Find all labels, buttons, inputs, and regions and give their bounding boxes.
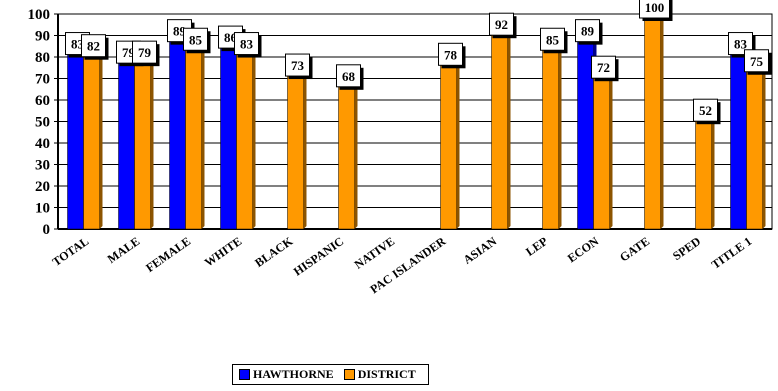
y-tick-label: 40 <box>35 136 50 152</box>
legend-label-hawthorne: HAWTHORNE <box>253 367 334 381</box>
data-label-box <box>336 64 361 88</box>
data-label: 92 <box>495 17 508 32</box>
bar-hawthorne-title-1 <box>730 50 747 230</box>
data-label-box <box>285 53 310 77</box>
x-category-label: NATIVE <box>352 234 398 272</box>
x-category-label: FEMALE <box>143 234 193 275</box>
bar-side <box>201 43 205 229</box>
y-tick-label: 0 <box>43 222 51 238</box>
bar-district-title-1 <box>746 67 763 230</box>
bar-side <box>354 79 358 229</box>
x-category-label: LEP <box>523 234 550 259</box>
bar-side <box>507 28 511 230</box>
y-tick-label: 90 <box>35 29 50 45</box>
data-label: 85 <box>189 32 203 47</box>
x-category-label: TITLE 1 <box>709 234 754 272</box>
gridlines <box>58 13 772 230</box>
bar-district-lep <box>542 46 559 230</box>
y-tick-label: 100 <box>28 7 51 23</box>
y-tick-label: 70 <box>35 72 50 88</box>
legend-swatch-district <box>343 369 355 380</box>
data-label: 72 <box>597 60 610 75</box>
legend-item-district: DISTRICT <box>343 367 416 382</box>
y-tick-label: 50 <box>35 115 50 131</box>
x-category-label: TOTAL <box>50 234 92 269</box>
data-label: 83 <box>734 37 748 52</box>
data-label: 83 <box>240 37 254 52</box>
data-label-box <box>693 98 718 122</box>
data-label-box <box>438 42 463 66</box>
x-category-label: WHITE <box>202 234 244 270</box>
bar-side <box>303 69 307 229</box>
bar-district-asian <box>491 30 508 230</box>
bar-side <box>711 114 715 229</box>
y-tick-label: 60 <box>35 93 50 109</box>
data-label: 82 <box>87 39 100 54</box>
legend-label-district: DISTRICT <box>357 367 416 381</box>
bar-district-hispanic <box>338 82 355 230</box>
data-label-box <box>744 49 769 73</box>
y-tick-label: 30 <box>35 158 50 174</box>
bar-hawthorne-total <box>67 50 84 230</box>
data-label: 78 <box>444 47 458 62</box>
bar-hawthorne-white <box>220 43 237 230</box>
data-label-box <box>234 32 259 56</box>
data-label: 89 <box>581 24 595 39</box>
data-label-box <box>639 0 670 19</box>
data-label-box <box>183 27 208 51</box>
data-label-box <box>728 32 753 56</box>
x-category-label: ECON <box>565 234 602 266</box>
bar-side <box>150 56 154 230</box>
y-tick-labels: 0 10 20 30 40 50 60 70 80 90 100 <box>28 7 51 238</box>
x-category-label: BLACK <box>252 234 296 270</box>
data-label: 73 <box>291 58 305 73</box>
data-label-box <box>81 34 106 58</box>
data-label: 100 <box>645 0 665 15</box>
data-label-box <box>132 40 157 64</box>
data-label: 75 <box>750 54 764 69</box>
data-label-box <box>540 27 565 51</box>
bar-district-total <box>83 52 100 230</box>
data-label: 52 <box>699 103 712 118</box>
data-label-box <box>591 55 616 79</box>
x-category-label: GATE <box>617 234 652 264</box>
data-label-box <box>489 12 514 36</box>
bar-district-white <box>236 50 253 230</box>
x-category-label: MALE <box>105 234 143 266</box>
bar-district-sped <box>695 116 712 230</box>
bar-side <box>558 43 562 229</box>
bar-district-econ <box>593 73 610 230</box>
x-category-label: ASIAN <box>461 234 500 267</box>
bar-side <box>660 11 664 229</box>
bars <box>67 11 766 230</box>
data-label: 79 <box>138 45 152 60</box>
legend-item-hawthorne: HAWTHORNE <box>239 367 334 382</box>
legend-swatch-hawthorne <box>239 369 250 380</box>
bar-side <box>609 71 613 229</box>
bar-district-black <box>287 71 304 230</box>
bar-side <box>456 58 460 229</box>
bar-district-male <box>134 58 151 230</box>
bar-side <box>99 49 103 230</box>
bar-hawthorne-female <box>169 37 186 230</box>
data-label-box <box>575 19 600 43</box>
y-tick-label: 20 <box>35 179 50 195</box>
bar-hawthorne-male <box>118 58 135 230</box>
data-label: 68 <box>342 69 356 84</box>
bar-district-gate <box>644 13 661 230</box>
y-tick-label: 80 <box>35 50 50 66</box>
bar-side <box>252 47 256 229</box>
x-category-label: SPED <box>670 234 703 263</box>
y-tick-label: 10 <box>35 201 50 217</box>
bar-district-female <box>185 46 202 230</box>
x-category-label: HISPANIC <box>291 234 346 279</box>
legend: HAWTHORNE DISTRICT <box>232 364 429 385</box>
bar-side <box>762 64 766 229</box>
bar-district-pac-islander <box>440 61 457 230</box>
data-label: 85 <box>546 32 560 47</box>
